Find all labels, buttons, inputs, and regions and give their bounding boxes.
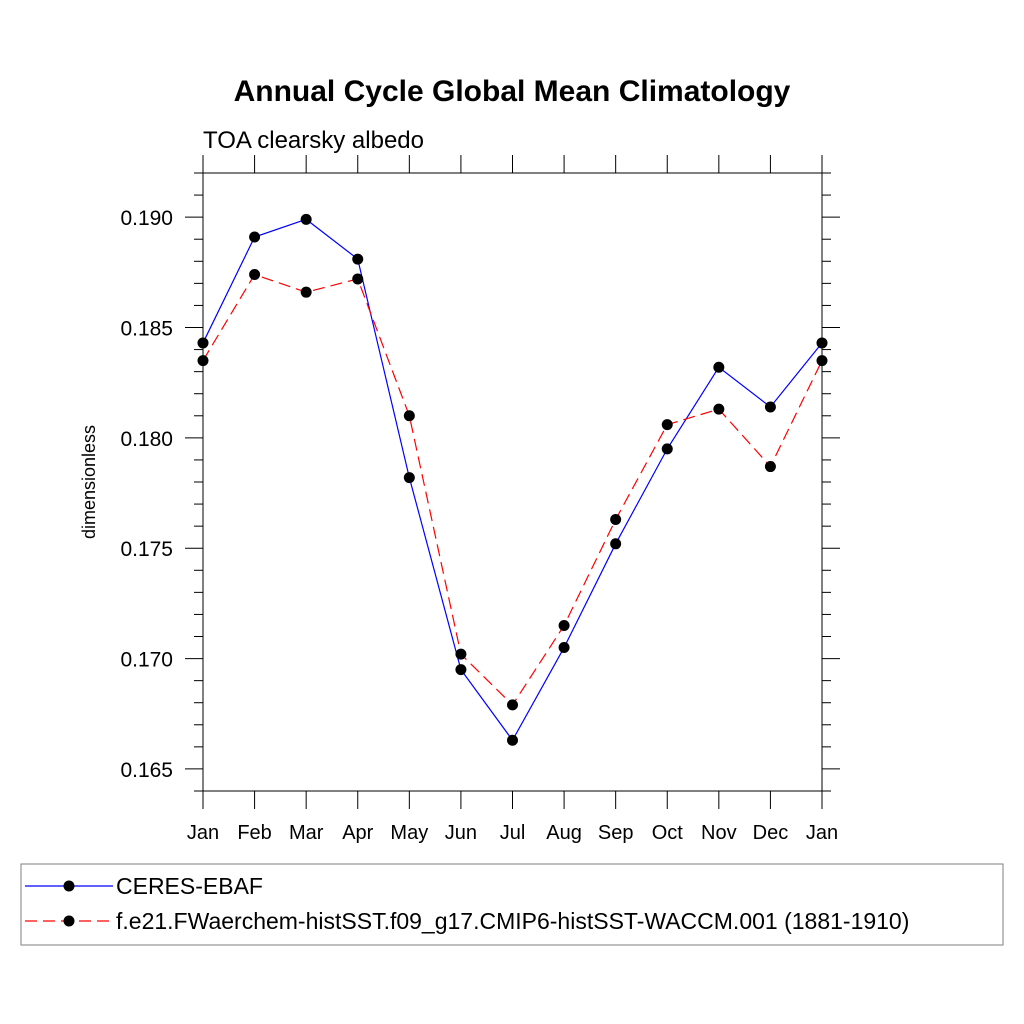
x-tick-label: Apr xyxy=(342,822,373,844)
series-1-point xyxy=(197,337,209,349)
plot-area: Jan Feb Mar Apr May Jun Jul Aug Sep Oct Nov Dec Jan 0… xyxy=(120,155,840,844)
series-2-point xyxy=(249,269,261,281)
legend-label-2: f.e21.FWaerchem-histSST.f09_g17.CMIP6-hi… xyxy=(116,908,909,934)
legend: CERES-EBAF f.e21.FWaerchem-histSST.f09_g1… xyxy=(20,863,1004,946)
x-tick-label: Aug xyxy=(546,822,582,844)
x-tick-label: Jul xyxy=(500,822,526,844)
series-1-point xyxy=(507,734,518,746)
chart-subtitle: TOA clearsky albedo xyxy=(203,127,424,154)
series-2-point xyxy=(610,514,622,526)
x-tick-label: Sep xyxy=(598,822,634,844)
series-2-point xyxy=(713,403,725,415)
x-tick-label: May xyxy=(390,822,428,844)
x-tick-label: Nov xyxy=(701,822,737,844)
x-tick-label: Oct xyxy=(652,822,684,844)
series-2-point xyxy=(558,619,570,631)
series-2-point xyxy=(764,461,776,473)
x-tick-label: Jan xyxy=(187,822,219,844)
y-tick-label: 0.165 xyxy=(120,759,173,782)
chart-title: Annual Cycle Global Mean Climatology xyxy=(234,75,791,108)
series-1-point xyxy=(816,337,828,349)
series-1-point xyxy=(455,664,467,676)
y-tick-label: 0.180 xyxy=(120,428,173,451)
series-1-point xyxy=(610,538,622,550)
series-1-point xyxy=(713,361,725,373)
series-1-point xyxy=(249,231,261,243)
plot-frame xyxy=(202,172,823,792)
series-line-1 xyxy=(202,218,823,742)
y-tick-label: 0.190 xyxy=(120,207,173,230)
legend-marker-2 xyxy=(63,915,75,927)
series-1-point xyxy=(300,213,312,225)
x-tick-label: Jan xyxy=(806,822,838,844)
x-tick-label: Jun xyxy=(445,822,477,844)
x-tick-label: Feb xyxy=(237,822,271,844)
series-2-point xyxy=(197,355,209,367)
series-2-point xyxy=(403,410,415,422)
y-tick-label: 0.170 xyxy=(120,649,173,672)
series-line-2 xyxy=(202,273,823,706)
y-tick-label: 0.175 xyxy=(120,538,173,561)
legend-label-1: CERES-EBAF xyxy=(116,873,263,899)
x-tick-label: Dec xyxy=(753,822,789,844)
y-axis-label: dimensionless xyxy=(79,425,99,539)
series-2-point xyxy=(455,648,467,660)
series-1-point xyxy=(352,253,364,265)
series-2-point xyxy=(507,699,518,711)
series-2-point xyxy=(300,286,312,298)
x-tick-label: Mar xyxy=(289,822,324,844)
series-1-point xyxy=(661,443,673,455)
series-1-point xyxy=(764,401,776,413)
series-1-point xyxy=(403,472,415,484)
series-2-point xyxy=(352,273,364,285)
series-2-point xyxy=(661,419,673,431)
y-tick-label: 0.185 xyxy=(120,318,173,341)
series-1-point xyxy=(558,642,570,654)
legend-box xyxy=(20,863,1004,946)
series-2-point xyxy=(816,355,828,367)
legend-marker-1 xyxy=(63,880,75,892)
